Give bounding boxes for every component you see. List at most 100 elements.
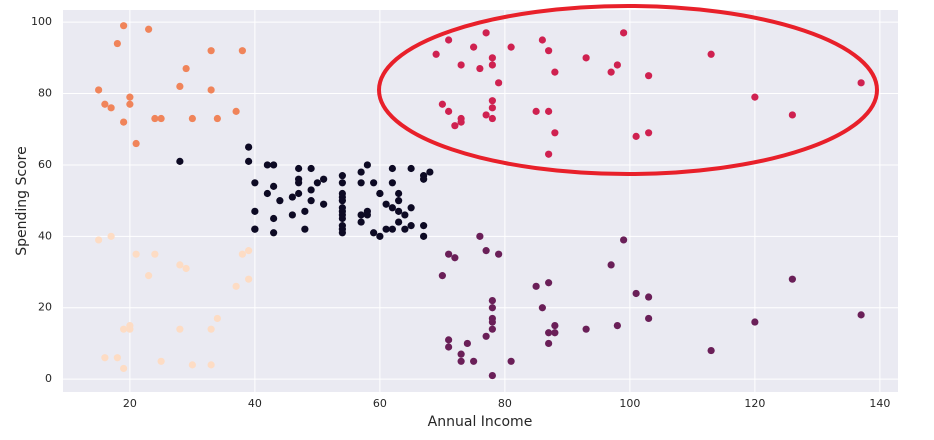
points <box>95 22 865 380</box>
point <box>388 164 396 173</box>
y-axis-label: Spending Score <box>14 146 30 255</box>
point <box>320 175 328 183</box>
point <box>613 321 621 330</box>
point <box>338 179 346 187</box>
point <box>395 207 403 215</box>
point <box>395 197 403 205</box>
point <box>245 247 253 255</box>
point <box>176 82 184 90</box>
point <box>357 218 365 226</box>
point <box>401 225 409 233</box>
x-tick-label: 140 <box>869 397 890 410</box>
point <box>357 211 365 219</box>
point <box>151 114 159 123</box>
point <box>213 314 221 323</box>
point <box>470 43 478 51</box>
point <box>251 207 259 215</box>
point <box>101 354 109 362</box>
point <box>407 204 415 212</box>
point <box>613 61 621 69</box>
point <box>438 272 446 280</box>
point <box>338 214 346 223</box>
point <box>545 339 553 348</box>
highlight-ellipse <box>377 4 879 176</box>
point <box>788 111 796 119</box>
point <box>263 189 271 198</box>
point <box>420 222 428 230</box>
point <box>488 297 496 305</box>
point <box>488 318 496 326</box>
point <box>507 43 515 51</box>
point <box>376 232 384 240</box>
point <box>176 325 184 333</box>
point <box>382 200 390 208</box>
point <box>382 225 390 233</box>
point <box>445 250 453 258</box>
point <box>457 118 465 126</box>
point <box>207 325 215 333</box>
point <box>207 86 215 94</box>
x-axis-label: Annual Income <box>428 414 533 430</box>
y-tick-label: 20 <box>38 301 52 314</box>
point <box>532 107 540 115</box>
point <box>751 318 759 326</box>
y-tick-label: 80 <box>38 87 52 100</box>
point <box>113 354 121 362</box>
point <box>157 357 165 365</box>
point <box>488 61 496 69</box>
point <box>320 200 328 208</box>
point <box>301 207 309 215</box>
point <box>545 47 553 55</box>
point <box>126 325 134 333</box>
point <box>363 207 371 215</box>
point <box>545 107 553 115</box>
point <box>551 321 559 330</box>
point <box>188 361 196 369</box>
point <box>645 129 653 137</box>
point <box>207 47 215 55</box>
x-tick-label: 20 <box>123 397 137 410</box>
point <box>857 79 865 87</box>
point <box>295 179 303 187</box>
x-tick-label: 100 <box>619 397 640 410</box>
point <box>107 104 115 112</box>
point <box>238 47 246 55</box>
point <box>338 222 346 230</box>
point <box>213 114 221 123</box>
point <box>176 157 184 165</box>
point <box>313 179 321 187</box>
point <box>301 225 309 233</box>
point <box>295 164 303 173</box>
point <box>645 293 653 301</box>
point <box>538 36 546 44</box>
point <box>395 189 403 198</box>
point <box>120 364 128 373</box>
point <box>245 143 253 151</box>
point <box>132 250 140 258</box>
point <box>307 197 315 205</box>
point <box>232 282 240 290</box>
point <box>95 236 103 244</box>
point <box>438 100 446 108</box>
point <box>645 72 653 80</box>
point <box>363 161 371 169</box>
point <box>457 61 465 69</box>
point <box>857 311 865 319</box>
y-tick-label: 60 <box>38 158 52 171</box>
point <box>120 325 128 333</box>
point <box>482 111 490 119</box>
point <box>288 211 296 219</box>
point <box>632 132 640 140</box>
point <box>488 54 496 62</box>
point <box>751 93 759 101</box>
point <box>551 329 559 337</box>
point <box>707 346 715 355</box>
point <box>445 36 453 44</box>
x-tick-label: 60 <box>373 397 387 410</box>
point <box>388 225 396 233</box>
point <box>270 214 278 223</box>
point <box>132 139 140 148</box>
point <box>620 236 628 244</box>
point <box>507 357 515 365</box>
